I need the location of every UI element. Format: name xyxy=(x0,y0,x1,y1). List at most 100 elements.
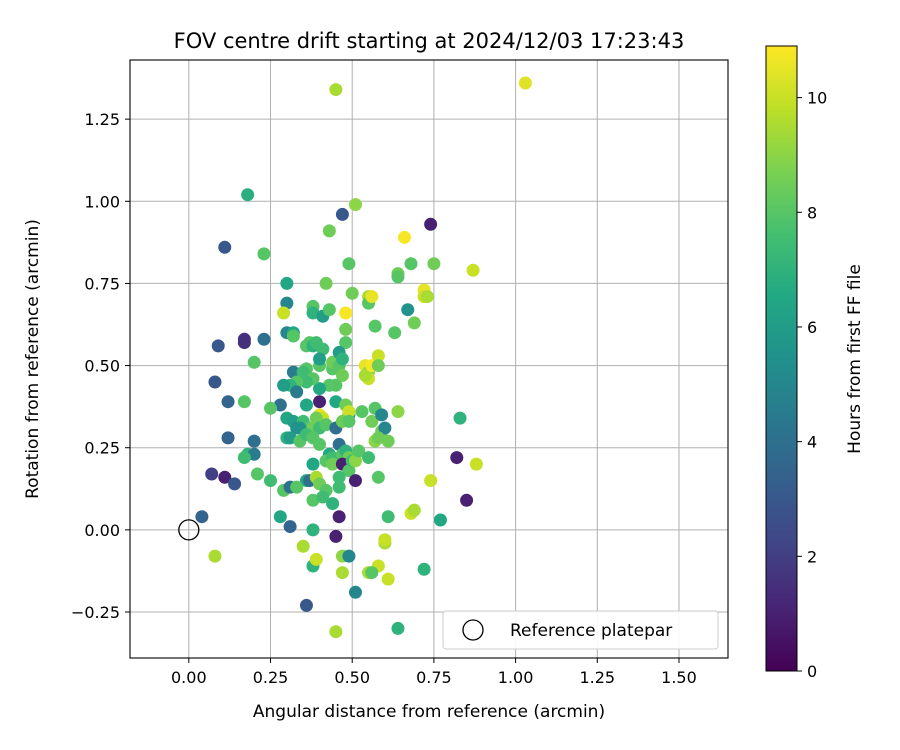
data-point xyxy=(247,447,261,461)
data-point xyxy=(316,342,330,356)
data-point xyxy=(335,368,349,382)
colorbar-tick-label: 2 xyxy=(807,547,817,566)
data-point xyxy=(299,598,313,612)
y-tick-label: 1.25 xyxy=(84,110,120,129)
data-point xyxy=(397,230,411,244)
data-point xyxy=(335,352,349,366)
y-tick-label: 0.00 xyxy=(84,521,120,540)
data-point xyxy=(355,405,369,419)
data-point xyxy=(466,263,480,277)
data-point xyxy=(247,355,261,369)
data-point xyxy=(371,349,385,363)
colorbar-label: Hours from first FF file xyxy=(845,264,865,454)
data-point xyxy=(322,224,336,238)
data-point xyxy=(313,352,327,366)
data-point xyxy=(277,378,291,392)
data-point xyxy=(247,434,261,448)
data-point xyxy=(329,83,343,97)
data-point xyxy=(381,572,395,586)
x-tick-label: 0.25 xyxy=(253,668,289,687)
data-point xyxy=(205,467,219,481)
colorbar-tick-label: 0 xyxy=(807,662,817,681)
data-point xyxy=(264,401,278,415)
x-tick-label: 1.00 xyxy=(498,668,534,687)
data-point xyxy=(277,306,291,320)
data-point xyxy=(286,329,300,343)
data-point xyxy=(283,431,297,445)
data-point xyxy=(460,493,474,507)
data-point xyxy=(335,207,349,221)
data-point xyxy=(342,414,356,428)
data-point xyxy=(306,306,320,320)
data-point xyxy=(342,464,356,478)
reference-point-marker xyxy=(178,519,200,541)
data-point xyxy=(342,257,356,271)
colorbar: 0 2 4 6 8 10 Hours from first FF file xyxy=(765,45,865,681)
data-point xyxy=(339,336,353,350)
x-tick-label: 1.50 xyxy=(661,668,697,687)
data-point xyxy=(391,270,405,284)
data-point xyxy=(371,431,385,445)
data-point xyxy=(218,240,232,254)
data-point xyxy=(228,477,242,491)
data-point xyxy=(388,326,402,340)
data-point xyxy=(299,375,313,389)
data-point xyxy=(280,296,294,310)
colorbar-tick-label: 10 xyxy=(807,89,827,108)
data-point xyxy=(208,549,222,563)
data-point xyxy=(378,421,392,435)
data-point xyxy=(319,418,333,432)
data-point xyxy=(326,457,340,471)
data-point xyxy=(417,562,431,576)
data-point xyxy=(264,474,278,488)
data-point xyxy=(257,332,271,346)
data-point xyxy=(299,398,313,412)
data-point xyxy=(371,470,385,484)
data-point xyxy=(335,566,349,580)
data-point xyxy=(326,497,340,511)
data-point xyxy=(306,457,320,471)
data-point xyxy=(365,290,379,304)
data-point xyxy=(352,444,366,458)
data-point xyxy=(365,566,379,580)
y-tick-label: 0.25 xyxy=(84,439,120,458)
legend-reference-marker xyxy=(462,619,484,641)
data-point xyxy=(273,510,287,524)
data-point xyxy=(378,533,392,547)
data-point xyxy=(221,431,235,445)
data-point xyxy=(345,286,359,300)
legend-label-reference: Reference platepar xyxy=(510,621,672,641)
data-point xyxy=(332,510,346,524)
data-point xyxy=(332,470,346,484)
data-point xyxy=(237,336,251,350)
colorbar-tick-label: 6 xyxy=(807,318,817,337)
y-tick-label: 0.50 xyxy=(84,357,120,376)
data-point xyxy=(313,382,327,396)
data-point xyxy=(450,451,464,465)
plot-frame xyxy=(129,59,729,659)
x-tick-label: 1.25 xyxy=(579,668,615,687)
data-point xyxy=(218,470,232,484)
data-point xyxy=(342,549,356,563)
y-tick-label: 0.75 xyxy=(84,274,120,293)
legend: Reference platepar xyxy=(442,610,719,650)
data-point xyxy=(342,405,356,419)
x-axis-label: Angular distance from reference (arcmin) xyxy=(253,702,605,722)
data-point xyxy=(273,398,287,412)
y-tick-label: −0.25 xyxy=(71,603,120,622)
chart-title: FOV centre drift starting at 2024/12/03 … xyxy=(174,29,685,53)
data-point xyxy=(427,257,441,271)
data-point xyxy=(348,454,362,468)
reference-marker xyxy=(178,519,200,541)
data-point xyxy=(309,552,323,566)
data-point xyxy=(319,276,333,290)
data-point xyxy=(339,306,353,320)
scatter-points xyxy=(195,76,532,639)
data-point xyxy=(290,480,304,494)
data-point xyxy=(313,395,327,409)
data-point xyxy=(306,523,320,537)
data-point xyxy=(283,520,297,534)
y-axis-label: Rotation from reference (arcmin) xyxy=(23,219,43,499)
data-point xyxy=(391,621,405,635)
